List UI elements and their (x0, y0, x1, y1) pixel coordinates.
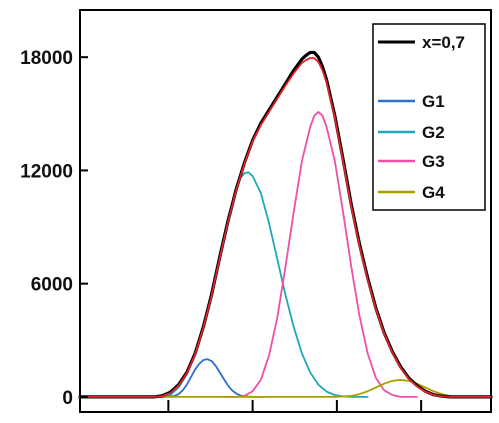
legend-label-g3: G3 (422, 152, 445, 171)
legend: x=0,7 G1 G2 G3 G4 (372, 23, 486, 211)
plot-border (79, 9, 492, 413)
series-layer (78, 50, 493, 399)
series-line-g4 (79, 379, 492, 398)
legend-label-g4: G4 (422, 183, 445, 202)
series-line-g2 (140, 171, 369, 398)
y-tick-label-18000: 18000 (20, 48, 73, 69)
y-tick-label-6000: 6000 (31, 275, 73, 296)
y-tick-label-0: 0 (62, 388, 73, 409)
series-line-fit (79, 57, 492, 398)
y-axis: 0 6000 12000 18000 (20, 48, 88, 409)
legend-label-g1: G1 (422, 92, 445, 111)
series-line-g1 (140, 358, 266, 398)
legend-box (372, 23, 486, 211)
series-line-g3 (222, 111, 418, 398)
legend-label-x-0-7: x=0,7 (422, 33, 465, 52)
plot-frame (79, 9, 492, 413)
y-tick-label-12000: 12000 (20, 161, 73, 182)
x-axis (167, 400, 423, 412)
legend-label-g2: G2 (422, 123, 445, 142)
